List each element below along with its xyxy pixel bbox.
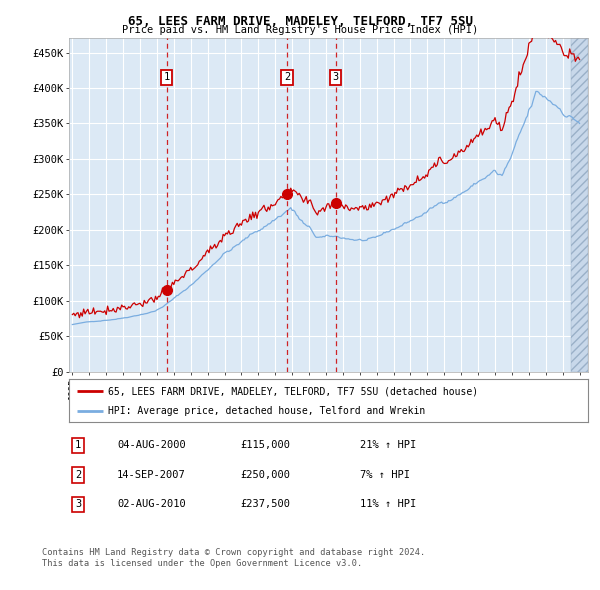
Text: 1: 1 xyxy=(75,441,81,450)
Text: 7% ↑ HPI: 7% ↑ HPI xyxy=(360,470,410,480)
Text: Contains HM Land Registry data © Crown copyright and database right 2024.: Contains HM Land Registry data © Crown c… xyxy=(42,548,425,556)
Text: 3: 3 xyxy=(332,73,339,83)
Text: This data is licensed under the Open Government Licence v3.0.: This data is licensed under the Open Gov… xyxy=(42,559,362,568)
Text: £250,000: £250,000 xyxy=(240,470,290,480)
Text: 02-AUG-2010: 02-AUG-2010 xyxy=(117,500,186,509)
Text: Price paid vs. HM Land Registry's House Price Index (HPI): Price paid vs. HM Land Registry's House … xyxy=(122,25,478,35)
Text: 11% ↑ HPI: 11% ↑ HPI xyxy=(360,500,416,509)
Text: 3: 3 xyxy=(75,500,81,509)
Text: 14-SEP-2007: 14-SEP-2007 xyxy=(117,470,186,480)
Text: HPI: Average price, detached house, Telford and Wrekin: HPI: Average price, detached house, Telf… xyxy=(108,407,425,416)
Text: 1: 1 xyxy=(164,73,170,83)
Bar xyxy=(571,38,588,372)
Text: £115,000: £115,000 xyxy=(240,441,290,450)
Text: 21% ↑ HPI: 21% ↑ HPI xyxy=(360,441,416,450)
Text: 65, LEES FARM DRIVE, MADELEY, TELFORD, TF7 5SU (detached house): 65, LEES FARM DRIVE, MADELEY, TELFORD, T… xyxy=(108,386,478,396)
Text: 2: 2 xyxy=(284,73,290,83)
Text: 2: 2 xyxy=(75,470,81,480)
Text: £237,500: £237,500 xyxy=(240,500,290,509)
Text: 65, LEES FARM DRIVE, MADELEY, TELFORD, TF7 5SU: 65, LEES FARM DRIVE, MADELEY, TELFORD, T… xyxy=(128,15,473,28)
Text: 04-AUG-2000: 04-AUG-2000 xyxy=(117,441,186,450)
